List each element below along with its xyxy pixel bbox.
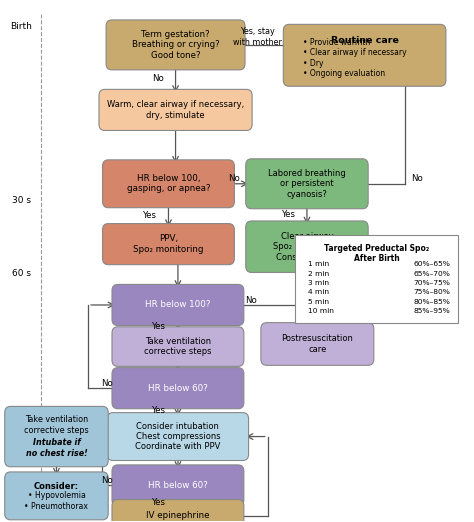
Text: • Provide warmth
• Clear airway if necessary
• Dry
• Ongoing evaluation: • Provide warmth • Clear airway if neces… — [303, 38, 407, 78]
Text: No: No — [101, 379, 113, 388]
Text: 10 min: 10 min — [308, 308, 334, 314]
Text: Yes: Yes — [143, 211, 156, 220]
FancyBboxPatch shape — [5, 472, 108, 520]
Text: Clear airway
Spo₂ monitoring
Consider CPAP: Clear airway Spo₂ monitoring Consider CP… — [273, 232, 341, 262]
Text: Routine care: Routine care — [331, 36, 399, 45]
FancyBboxPatch shape — [112, 465, 244, 506]
Text: 65%–70%: 65%–70% — [413, 271, 450, 277]
FancyBboxPatch shape — [102, 160, 235, 208]
Text: 75%–80%: 75%–80% — [413, 290, 450, 295]
Text: Yes: Yes — [152, 498, 166, 507]
Text: • Hypovolemia
• Pneumothorax: • Hypovolemia • Pneumothorax — [25, 491, 89, 511]
FancyBboxPatch shape — [246, 159, 368, 209]
Text: Targeted Preductal Spo₂
After Birth: Targeted Preductal Spo₂ After Birth — [324, 244, 429, 263]
Text: 85%–95%: 85%–95% — [413, 308, 450, 314]
FancyBboxPatch shape — [5, 407, 108, 467]
Text: Take ventilation
corrective steps: Take ventilation corrective steps — [144, 337, 212, 357]
FancyBboxPatch shape — [283, 25, 446, 86]
Text: 80%–85%: 80%–85% — [413, 299, 450, 305]
Text: No: No — [152, 74, 164, 83]
Text: Consider:: Consider: — [34, 482, 79, 491]
Text: Postresuscitation
care: Postresuscitation care — [282, 334, 353, 354]
FancyBboxPatch shape — [112, 500, 244, 522]
Text: No: No — [101, 476, 113, 485]
Text: Yes: Yes — [282, 210, 296, 219]
Text: IV epinephrine: IV epinephrine — [146, 511, 210, 520]
FancyBboxPatch shape — [107, 412, 248, 460]
Text: 70%–75%: 70%–75% — [413, 280, 450, 286]
Text: HR below 60?: HR below 60? — [148, 384, 208, 393]
Text: Consider intubation
Chest compressions
Coordinate with PPV: Consider intubation Chest compressions C… — [135, 422, 220, 452]
FancyBboxPatch shape — [102, 223, 235, 265]
Text: 60%–65%: 60%–65% — [413, 262, 450, 267]
Text: No: No — [246, 296, 257, 305]
FancyBboxPatch shape — [295, 235, 458, 323]
Text: Birth: Birth — [10, 22, 32, 31]
Text: Yes, stay
with mother: Yes, stay with mother — [233, 27, 282, 47]
Text: 4 min: 4 min — [308, 290, 329, 295]
FancyBboxPatch shape — [112, 327, 244, 366]
Text: HR below 60?: HR below 60? — [148, 481, 208, 490]
FancyBboxPatch shape — [112, 367, 244, 409]
FancyBboxPatch shape — [246, 221, 368, 272]
FancyBboxPatch shape — [106, 20, 245, 70]
Text: Intubate if
no chest rise!: Intubate if no chest rise! — [26, 438, 87, 458]
Text: Labored breathing
or persistent
cyanosis?: Labored breathing or persistent cyanosis… — [268, 169, 346, 199]
Text: 30 s: 30 s — [11, 196, 30, 206]
Text: Warm, clear airway if necessary,
dry, stimulate: Warm, clear airway if necessary, dry, st… — [107, 100, 244, 120]
Text: HR below 100,
gasping, or apnea?: HR below 100, gasping, or apnea? — [127, 174, 210, 194]
Text: Term gestation?
Breathing or crying?
Good tone?: Term gestation? Breathing or crying? Goo… — [132, 30, 219, 60]
FancyBboxPatch shape — [261, 323, 374, 365]
Text: 2 min: 2 min — [308, 271, 329, 277]
Text: 5 min: 5 min — [308, 299, 329, 305]
FancyBboxPatch shape — [99, 89, 252, 130]
Text: PPV,
Spo₂ monitoring: PPV, Spo₂ monitoring — [133, 234, 204, 254]
Text: 60 s: 60 s — [11, 269, 30, 278]
Text: Yes: Yes — [152, 322, 166, 331]
Text: Yes: Yes — [152, 406, 166, 415]
Text: 3 min: 3 min — [308, 280, 329, 286]
Text: Take ventilation
corrective steps: Take ventilation corrective steps — [24, 416, 89, 435]
Text: No: No — [228, 174, 239, 183]
FancyBboxPatch shape — [112, 284, 244, 326]
Text: HR below 100?: HR below 100? — [145, 301, 210, 310]
Text: No: No — [411, 174, 423, 183]
Text: 1 min: 1 min — [308, 262, 329, 267]
